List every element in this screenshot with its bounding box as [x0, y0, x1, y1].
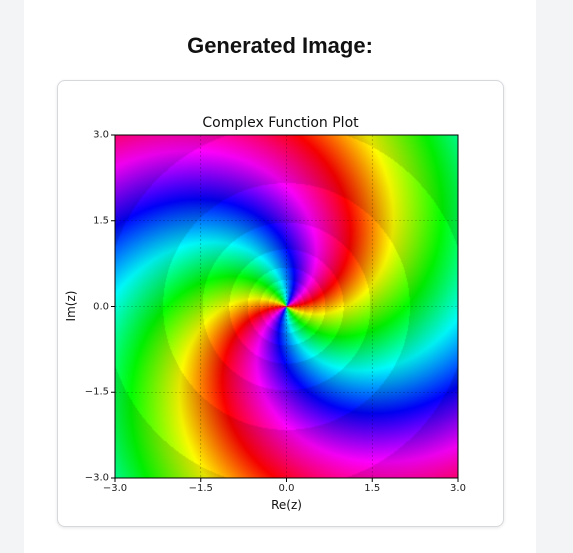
- x-tick-label: 0.0: [279, 483, 295, 494]
- y-tick-label: 1.5: [93, 215, 109, 226]
- chart-card: Complex Function Plot −3.0 −1.5 0.0 1.5 3.0 3…: [57, 80, 504, 527]
- x-tick-label: −1.5: [189, 483, 213, 494]
- x-tick-label: 3.0: [450, 483, 466, 494]
- x-tick-label: 1.5: [364, 483, 380, 494]
- y-tick-label: 3.0: [93, 130, 109, 141]
- page-heading: Generated Image:: [24, 33, 536, 59]
- plot-axes: [58, 81, 503, 526]
- y-axis-label: Im(z): [64, 291, 78, 322]
- plot-frame: [115, 135, 458, 478]
- y-tick-label: −3.0: [85, 473, 109, 484]
- y-tick-label: −1.5: [85, 387, 109, 398]
- x-axis-label: Re(z): [115, 498, 458, 512]
- content-panel: Generated Image: Complex Function Plot −…: [24, 0, 536, 553]
- y-tick-label: 0.0: [93, 301, 109, 312]
- x-tick-label: −3.0: [103, 483, 127, 494]
